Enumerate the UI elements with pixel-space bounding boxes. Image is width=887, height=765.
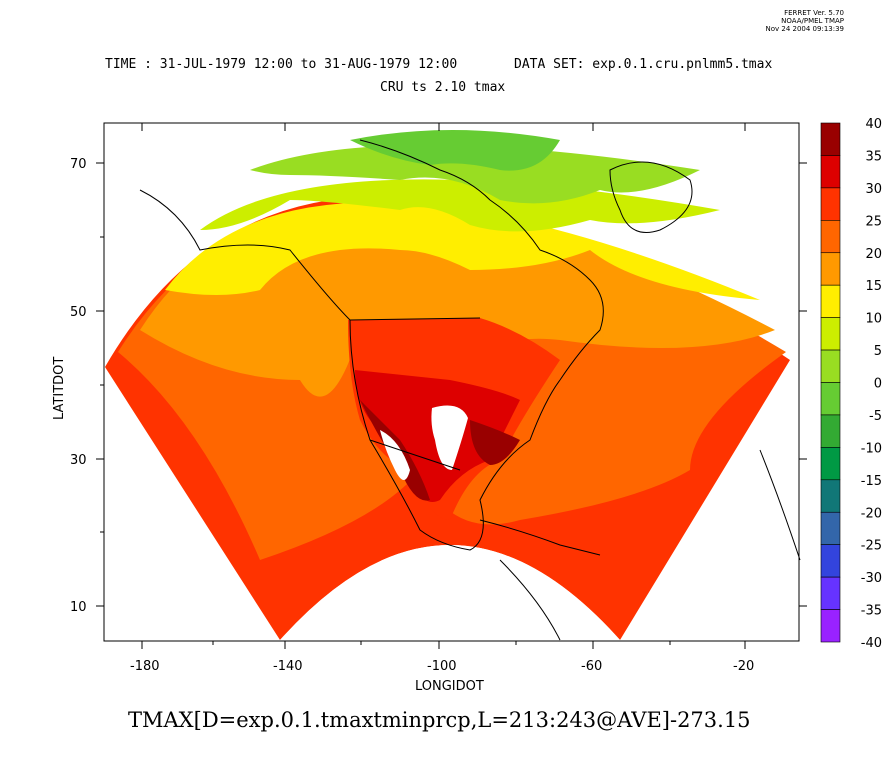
stamp-date: Nov 24 2004 09:13:39: [765, 25, 845, 33]
x-tick-label: -100: [427, 659, 457, 674]
colorbar-swatch: [820, 576, 841, 610]
dataset-title: DATA SET: exp.0.1.cru.pnlmm5.tmax: [514, 57, 773, 72]
plot-frame: [103, 122, 800, 642]
y-tick-label: 10: [70, 600, 87, 615]
temperature-field: [105, 130, 790, 641]
ferret-stamp: FERRET Ver. 5.70 NOAA/PMEL TMAP Nov 24 2…: [740, 9, 845, 33]
y-axis: [96, 162, 807, 607]
colorbar-swatch: [820, 284, 841, 318]
x-tick-label: -180: [130, 659, 160, 674]
colorbar-level-label: 40: [865, 117, 882, 132]
stamp-version: FERRET Ver. 5.70: [784, 9, 844, 17]
colorbar-level-label: -10: [861, 441, 882, 456]
colorbar-swatch: [820, 414, 841, 448]
colorbar-level-label: 25: [865, 214, 882, 229]
coastline-south-america: [499, 559, 561, 641]
colorbar-level-label: -35: [861, 604, 882, 619]
colorbar-level-label: -15: [861, 474, 882, 489]
us-mexico-border: [369, 439, 461, 471]
coastlines: [139, 139, 801, 641]
x-tick-label: -20: [733, 659, 754, 674]
colorbar-swatch: [820, 544, 841, 578]
colorbar-level-label: -25: [861, 539, 882, 554]
colorbar-swatch: [820, 252, 841, 286]
colorbar-level-label: 20: [865, 247, 882, 262]
colorbar-swatch: [820, 479, 841, 513]
colorbar-level-label: 5: [874, 344, 882, 359]
colorbar-level-label: 30: [865, 182, 882, 197]
band-0: [350, 130, 560, 171]
time-range-title: TIME : 31-JUL-1979 12:00 to 31-AUG-1979 …: [105, 57, 458, 72]
band-15: [165, 202, 760, 300]
x-axis: [141, 123, 746, 649]
colorbar-level-label: -5: [869, 409, 882, 424]
coastline-caribbean: [479, 519, 601, 556]
colorbar-swatch: [820, 155, 841, 189]
x-axis-label: LONGIDOT: [415, 679, 484, 694]
y-tick-label: 70: [70, 157, 87, 172]
missing-texas: [431, 405, 468, 470]
colorbar-swatch: [820, 220, 841, 254]
colorbar-level-label: -20: [861, 506, 882, 521]
colorbar-swatch: [820, 447, 841, 481]
colorbar: 40 35 30 25 20 15 10 5 0 -5 -10 -15 -20 -25 -30 -35 -40: [820, 117, 882, 651]
x-tick-label: -140: [273, 659, 303, 674]
band-40-se: [470, 420, 520, 465]
band-5: [250, 145, 700, 204]
colorbar-swatch: [820, 187, 841, 221]
colorbar-swatch: [820, 609, 841, 643]
colorbar-swatch: [820, 511, 841, 545]
colorbar-swatch: [820, 382, 841, 416]
colorbar-swatch: [820, 349, 841, 383]
y-tick-label: 50: [70, 305, 87, 320]
colorbar-level-label: 10: [865, 312, 882, 327]
y-axis-label: LATITDOT: [52, 357, 67, 420]
coastline-north-america: [139, 139, 604, 551]
us-border: [349, 317, 481, 321]
colorbar-level-label: 15: [865, 279, 882, 294]
colorbar-level-label: -30: [861, 571, 882, 586]
footer-expression: TMAX[D=exp.0.1.tmaxtminprcp,L=213:243@AV…: [128, 708, 751, 732]
outside-bottom: [280, 545, 620, 640]
stamp-org: NOAA/PMEL TMAP: [781, 17, 844, 25]
coastline-greenland: [609, 161, 693, 233]
coastline-africa: [759, 449, 801, 561]
colorbar-level-label: 35: [865, 149, 882, 164]
colorbar-level-label: 0: [874, 377, 882, 392]
x-tick-label: -60: [581, 659, 602, 674]
plot-subtitle: CRU ts 2.10 tmax: [380, 80, 506, 95]
colorbar-swatch: [820, 122, 841, 156]
colorbar-swatch: [820, 317, 841, 351]
missing-mexico: [380, 430, 410, 480]
y-tick-label: 30: [70, 453, 87, 468]
colorbar-level-label: -40: [861, 636, 882, 651]
